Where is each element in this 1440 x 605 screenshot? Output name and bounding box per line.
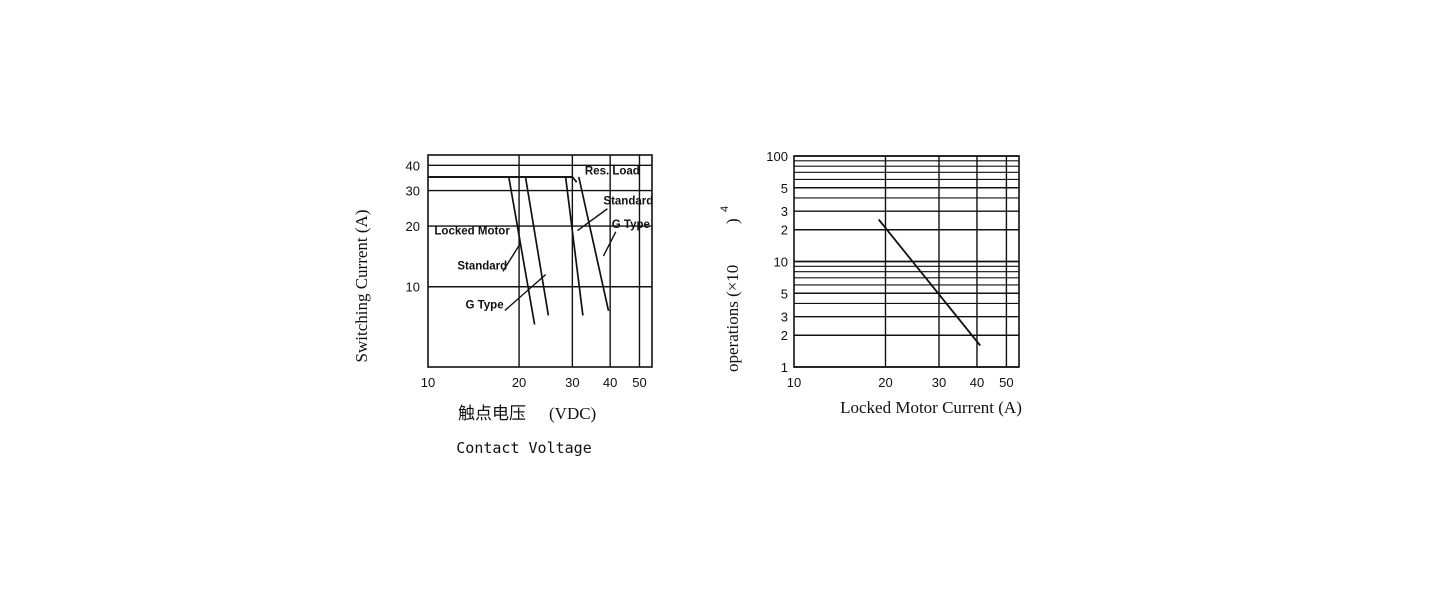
y-axis-title: operations (×10: [723, 265, 742, 372]
x-tick-label: 30: [932, 375, 946, 390]
annotation-pointer: [504, 273, 547, 312]
x-tick-label: 10: [421, 375, 435, 390]
y-tick-label: 1: [781, 360, 788, 375]
series-line-4: [577, 176, 610, 311]
y-axis-title-group: operations (×10 4): [719, 206, 742, 372]
y-axis-title-close: ): [723, 218, 742, 224]
annotation-label: Res. Load: [585, 166, 640, 178]
x-axis-title-cn: 触点电压: [458, 404, 526, 423]
y-tick-label: 5: [781, 181, 788, 196]
x-tick-label: 10: [787, 375, 801, 390]
x-tick-label: 50: [632, 375, 646, 390]
annotation-label: Locked Motor: [434, 225, 510, 237]
operations-chart: 10 20 30 40 50 1 2 3 5 10 2 3 5 100 operations (×10 4) L…: [719, 149, 1022, 417]
y-axis-title: Switching Current (A): [352, 210, 371, 363]
series-line-0: [877, 218, 981, 347]
y-tick-label: 5: [781, 286, 788, 301]
x-tick-label: 20: [512, 375, 526, 390]
series-line-1: [507, 176, 536, 325]
x-axis-title: Locked Motor Current (A): [840, 398, 1022, 417]
y-axis-title-exponent: 4: [719, 206, 731, 212]
x-tick-label: 40: [970, 375, 984, 390]
y-tick-label: 2: [781, 223, 788, 238]
series-line-3: [564, 176, 584, 316]
annotation-label: G Type: [465, 300, 503, 312]
y-tick-label: 100: [766, 149, 788, 164]
y-tick-label: 10: [406, 280, 420, 295]
annotation-pointer: [577, 208, 608, 232]
annotation-label: Standard: [603, 196, 653, 208]
y-tick-label: 20: [406, 219, 420, 234]
x-tick-label: 50: [999, 375, 1013, 390]
y-tick-label: 3: [781, 204, 788, 219]
x-axis-title-en: Contact Voltage: [456, 439, 591, 457]
switching-current-chart: 10 20 30 40 50 10 20 30 40 Res. Load Standard G Typ…: [352, 154, 653, 457]
annotation-label: G Type: [612, 219, 650, 231]
y-tick-label: 2: [781, 328, 788, 343]
y-tick-label: 40: [406, 158, 420, 173]
series-line-0: [428, 176, 578, 183]
x-axis-title-unit: (VDC): [549, 404, 596, 423]
x-tick-label: 30: [565, 375, 579, 390]
annotation-pointer: [502, 243, 521, 272]
x-tick-label: 20: [878, 375, 892, 390]
y-tick-label: 30: [406, 184, 420, 199]
x-tick-label: 40: [603, 375, 617, 390]
series-line-2: [524, 176, 550, 316]
y-tick-label: 3: [781, 310, 788, 325]
annotation-pointer: [602, 231, 617, 257]
annotation-label: Standard: [457, 260, 507, 272]
plot-frame: [427, 154, 653, 368]
y-tick-label: 10: [774, 255, 788, 270]
